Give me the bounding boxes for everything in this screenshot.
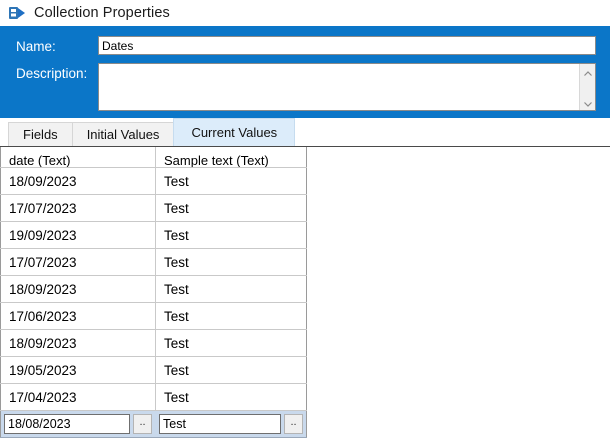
- table-row[interactable]: 19/05/2023 Test: [0, 356, 307, 384]
- cell-sample-text[interactable]: Test: [155, 221, 307, 249]
- window-title: Collection Properties: [34, 5, 170, 21]
- cell-date[interactable]: 17/04/2023: [0, 383, 156, 411]
- collection-icon: [8, 4, 26, 22]
- edit-cell-date[interactable]: ..: [0, 410, 156, 438]
- cell-sample-text[interactable]: Test: [155, 329, 307, 357]
- description-scrollbar[interactable]: [579, 64, 595, 110]
- table-row[interactable]: 17/07/2023 Test: [0, 248, 307, 276]
- name-field-row: Name:: [16, 36, 596, 57]
- date-editor: ..: [4, 412, 152, 436]
- grid-edit-row[interactable]: .. ..: [0, 410, 307, 438]
- edit-date-input[interactable]: [4, 414, 130, 434]
- table-row[interactable]: 18/09/2023 Test: [0, 167, 307, 195]
- cell-date[interactable]: 18/09/2023: [0, 167, 156, 195]
- column-header-date[interactable]: date (Text): [0, 147, 156, 168]
- cell-sample-text[interactable]: Test: [155, 356, 307, 384]
- cell-sample-text[interactable]: Test: [155, 383, 307, 411]
- grid-header-row: date (Text) Sample text (Text): [0, 147, 307, 168]
- table-row[interactable]: 19/09/2023 Test: [0, 221, 307, 249]
- description-label: Description:: [16, 66, 88, 81]
- cell-sample-text[interactable]: Test: [155, 275, 307, 303]
- name-label: Name:: [16, 39, 56, 54]
- column-header-sample-text[interactable]: Sample text (Text): [155, 147, 307, 168]
- values-grid-area: date (Text) Sample text (Text) 18/09/202…: [0, 146, 610, 438]
- tab-initial-values[interactable]: Initial Values: [71, 122, 175, 146]
- values-grid: date (Text) Sample text (Text) 18/09/202…: [0, 147, 307, 438]
- table-row[interactable]: 18/09/2023 Test: [0, 275, 307, 303]
- cell-date[interactable]: 18/09/2023: [0, 329, 156, 357]
- sample-text-editor: ..: [159, 412, 303, 436]
- cell-date[interactable]: 17/07/2023: [0, 248, 156, 276]
- cell-date[interactable]: 19/05/2023: [0, 356, 156, 384]
- cell-date[interactable]: 18/09/2023: [0, 275, 156, 303]
- table-row[interactable]: 18/09/2023 Test: [0, 329, 307, 357]
- cell-date[interactable]: 17/06/2023: [0, 302, 156, 330]
- description-input[interactable]: [99, 64, 579, 110]
- grid-body: 18/09/2023 Test 17/07/2023 Test 19/09/20…: [0, 167, 307, 438]
- tab-fields[interactable]: Fields: [8, 122, 73, 146]
- cell-sample-text[interactable]: Test: [155, 248, 307, 276]
- table-row[interactable]: 17/06/2023 Test: [0, 302, 307, 330]
- cell-date[interactable]: 17/07/2023: [0, 194, 156, 222]
- date-picker-ellipsis-button[interactable]: ..: [133, 414, 152, 434]
- tab-current-values[interactable]: Current Values: [173, 118, 296, 146]
- name-input[interactable]: [98, 36, 596, 55]
- description-field-wrapper: [98, 63, 596, 111]
- cell-sample-text[interactable]: Test: [155, 167, 307, 195]
- chevron-down-icon[interactable]: [583, 97, 593, 107]
- properties-header-panel: Name: Description:: [0, 26, 610, 118]
- sample-text-ellipsis-button[interactable]: ..: [284, 414, 303, 434]
- table-row[interactable]: 17/07/2023 Test: [0, 194, 307, 222]
- table-row[interactable]: 17/04/2023 Test: [0, 383, 307, 411]
- chevron-up-icon[interactable]: [583, 67, 593, 77]
- edit-sample-text-input[interactable]: [159, 414, 281, 434]
- cell-sample-text[interactable]: Test: [155, 194, 307, 222]
- window-titlebar: Collection Properties: [0, 0, 610, 26]
- edit-cell-sample-text[interactable]: ..: [155, 410, 307, 438]
- description-field-row: Description:: [16, 63, 596, 111]
- tab-strip: Fields Initial Values Current Values: [0, 118, 610, 146]
- cell-date[interactable]: 19/09/2023: [0, 221, 156, 249]
- cell-sample-text[interactable]: Test: [155, 302, 307, 330]
